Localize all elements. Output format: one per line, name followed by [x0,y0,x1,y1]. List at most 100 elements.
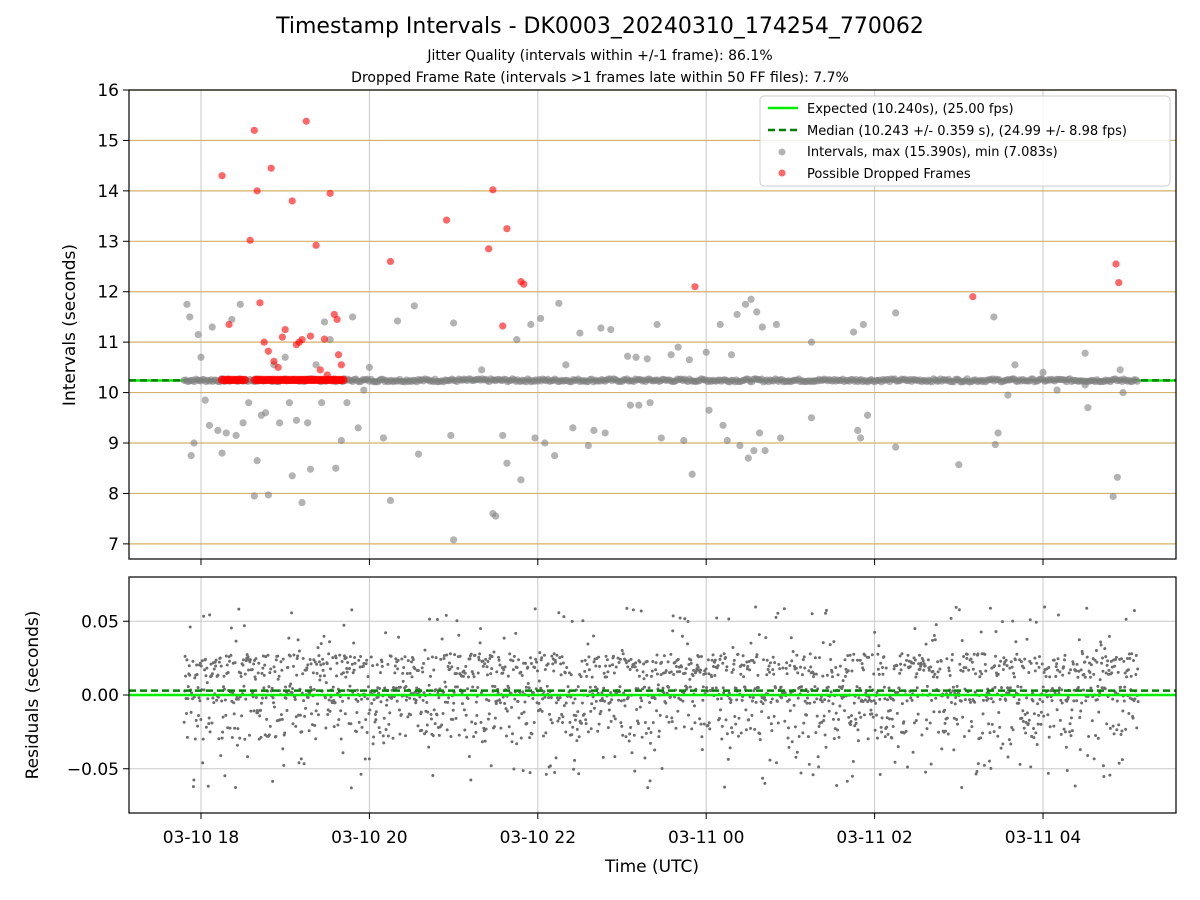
residual-point [519,670,523,674]
interval-point [354,424,362,432]
residual-point [554,660,558,664]
residual-point [193,737,197,741]
residual-point [987,722,991,726]
residual-point [987,759,991,763]
residual-point [184,674,188,678]
interval-point [1113,473,1121,481]
residual-point [795,653,799,657]
residual-point [527,686,531,690]
residual-point [997,710,1001,714]
interval-point [705,406,713,414]
residual-point [625,606,629,610]
residual-point [960,638,964,642]
residual-point [916,712,920,716]
residual-point [246,655,250,659]
residual-point [638,705,642,709]
residual-point [297,649,301,653]
residual-point [621,652,625,656]
residual-point [849,723,853,727]
interval-point [360,386,368,394]
residual-point [613,717,617,721]
residual-point [576,685,580,689]
residual-point [609,719,613,723]
residual-point [803,699,807,703]
interval-point [288,472,296,480]
residual-point [651,721,655,725]
residual-point [510,705,514,709]
residual-point [224,654,228,658]
residual-point [292,653,296,657]
residual-point [577,772,581,776]
residual-point [564,701,568,705]
residual-point [528,771,532,775]
residual-point [347,667,351,671]
residual-point [989,766,993,770]
residual-point [605,658,609,662]
residual-point [1023,713,1027,717]
residual-point [1127,712,1131,716]
residual-point [398,685,402,689]
bottom-ytick-label: 0.05 [81,612,119,632]
residual-point [325,662,329,666]
residual-point [1019,685,1023,689]
residual-point [522,710,526,714]
residual-point [953,702,957,706]
residual-point [464,665,468,669]
residual-point [240,714,244,718]
dropped-frame-point [520,280,528,288]
residual-point [807,669,811,673]
residual-point [662,691,666,695]
dropped-frame-point [442,216,451,224]
bottom-reference-lines [129,689,1176,697]
residual-point [854,721,858,725]
residual-point [1027,670,1031,674]
residual-point [425,701,429,705]
residual-point [1133,697,1137,701]
residual-point [540,709,544,713]
residual-point [498,663,502,667]
residual-point [1099,640,1103,644]
residual-point [230,735,234,739]
interval-point [569,424,577,432]
residual-point [427,683,431,687]
residual-point [386,662,390,666]
residual-point [833,727,837,731]
residual-point [446,700,450,704]
residual-point [831,675,834,679]
residual-point [493,716,497,720]
residual-point [877,672,881,676]
residual-point [895,711,899,715]
residual-point [444,685,448,689]
residual-point [252,709,256,713]
residual-point [886,732,890,736]
residual-point [483,662,487,666]
residual-point [236,697,240,701]
residual-point [504,734,508,738]
residual-point [199,664,203,668]
residual-point [437,733,441,737]
residual-point [1022,666,1026,670]
residual-point [1115,699,1119,703]
interval-point [304,419,312,427]
chart-title: Timestamp Intervals - DK0003_20240310_17… [276,14,924,39]
residual-point [212,667,216,671]
interval-point [624,352,632,360]
residual-point [895,663,899,667]
residual-point [617,698,621,702]
residual-point [1017,698,1021,702]
residual-point [507,725,511,729]
residual-point [221,730,225,734]
residual-point [1098,691,1102,695]
top-ytick-label: 13 [97,232,119,252]
residual-point [1012,671,1016,675]
residual-point [269,689,273,693]
residual-point [1113,664,1117,668]
residual-point [1125,657,1129,661]
residual-point [308,658,312,662]
residual-point [356,699,360,703]
residual-point [631,608,635,612]
residual-point [899,668,903,672]
residual-point [951,689,955,693]
residual-point [707,721,711,725]
residual-point [846,669,850,673]
